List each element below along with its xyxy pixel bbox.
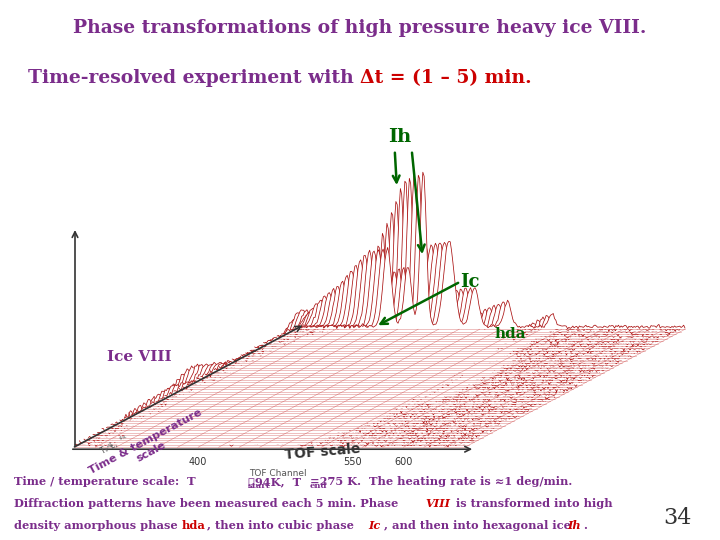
Polygon shape	[174, 347, 564, 394]
Text: 34: 34	[663, 507, 691, 529]
Polygon shape	[147, 362, 537, 409]
Polygon shape	[75, 406, 465, 447]
Polygon shape	[295, 172, 685, 329]
Text: Time-resolved experiment with: Time-resolved experiment with	[28, 69, 360, 87]
Polygon shape	[107, 380, 496, 430]
Polygon shape	[205, 310, 595, 377]
Text: Diffraction patterns have been measured each 5 min. Phase: Diffraction patterns have been measured …	[14, 498, 402, 509]
Polygon shape	[183, 335, 572, 389]
Text: , then into cubic phase: , then into cubic phase	[207, 521, 358, 531]
Polygon shape	[129, 364, 519, 418]
Text: Δt = (1 – 5) min.: Δt = (1 – 5) min.	[360, 69, 531, 87]
Text: VIII: VIII	[425, 498, 450, 509]
Text: ≉94K,  T: ≉94K, T	[248, 476, 301, 487]
Text: 400: 400	[189, 457, 207, 467]
Polygon shape	[89, 396, 479, 440]
Polygon shape	[290, 176, 680, 332]
Polygon shape	[125, 364, 514, 421]
Text: start: start	[248, 482, 271, 490]
Polygon shape	[102, 384, 492, 433]
Text: Ih: Ih	[388, 128, 411, 146]
Polygon shape	[250, 246, 640, 353]
Polygon shape	[286, 176, 676, 334]
Text: Ice VIII: Ice VIII	[107, 349, 172, 363]
Polygon shape	[210, 312, 600, 375]
Polygon shape	[151, 362, 541, 406]
Polygon shape	[79, 404, 469, 445]
Text: density amorphous phase: density amorphous phase	[14, 521, 181, 531]
Text: TᵢᵣᵈⱠ,  °ᴷ: TᵢᵣᵈⱠ, °ᴷ	[99, 434, 130, 456]
Polygon shape	[97, 388, 487, 435]
Polygon shape	[277, 181, 667, 339]
Text: Time / temperature scale:  T: Time / temperature scale: T	[14, 476, 196, 487]
Text: hda: hda	[182, 521, 206, 531]
Text: , and then into hexagonal ice: , and then into hexagonal ice	[384, 521, 575, 531]
Text: .: .	[583, 521, 587, 531]
Text: hda: hda	[494, 327, 526, 341]
Polygon shape	[93, 392, 483, 437]
Text: 600: 600	[395, 457, 413, 467]
Polygon shape	[241, 269, 631, 358]
Polygon shape	[156, 361, 546, 404]
Text: Ih: Ih	[567, 521, 580, 531]
Polygon shape	[179, 340, 568, 392]
Text: end: end	[310, 482, 328, 490]
Polygon shape	[84, 400, 474, 442]
Polygon shape	[259, 223, 649, 348]
Polygon shape	[268, 201, 658, 343]
Polygon shape	[161, 359, 550, 401]
Polygon shape	[273, 188, 662, 341]
Polygon shape	[255, 233, 644, 351]
Polygon shape	[111, 374, 501, 428]
Text: Phase transformations of high pressure heavy ice VIII.: Phase transformations of high pressure h…	[73, 19, 647, 37]
Polygon shape	[138, 364, 528, 414]
Text: Ic: Ic	[461, 273, 480, 291]
Text: =275 K.  The heating rate is ≈1 deg/min.: =275 K. The heating rate is ≈1 deg/min.	[310, 476, 572, 487]
Polygon shape	[133, 364, 523, 416]
Polygon shape	[120, 366, 510, 423]
Polygon shape	[143, 362, 532, 411]
Polygon shape	[187, 326, 577, 387]
Polygon shape	[115, 369, 505, 426]
Text: Ic: Ic	[368, 521, 380, 531]
Polygon shape	[214, 313, 604, 373]
Text: is transformed into high: is transformed into high	[452, 498, 613, 509]
Polygon shape	[219, 308, 608, 370]
Polygon shape	[192, 319, 582, 384]
Polygon shape	[197, 313, 586, 382]
Text: Time & temperature
scale: Time & temperature scale	[88, 407, 210, 486]
Polygon shape	[232, 292, 622, 363]
Text: 550: 550	[343, 457, 361, 467]
Polygon shape	[223, 303, 613, 368]
Polygon shape	[282, 178, 672, 336]
Polygon shape	[169, 353, 559, 396]
Text: TOF Channel: TOF Channel	[249, 469, 307, 478]
Polygon shape	[201, 310, 590, 380]
Polygon shape	[246, 256, 636, 356]
Polygon shape	[264, 213, 654, 346]
Polygon shape	[228, 300, 618, 366]
Polygon shape	[165, 357, 555, 399]
Text: TOF scale: TOF scale	[284, 442, 361, 462]
Polygon shape	[237, 281, 626, 361]
